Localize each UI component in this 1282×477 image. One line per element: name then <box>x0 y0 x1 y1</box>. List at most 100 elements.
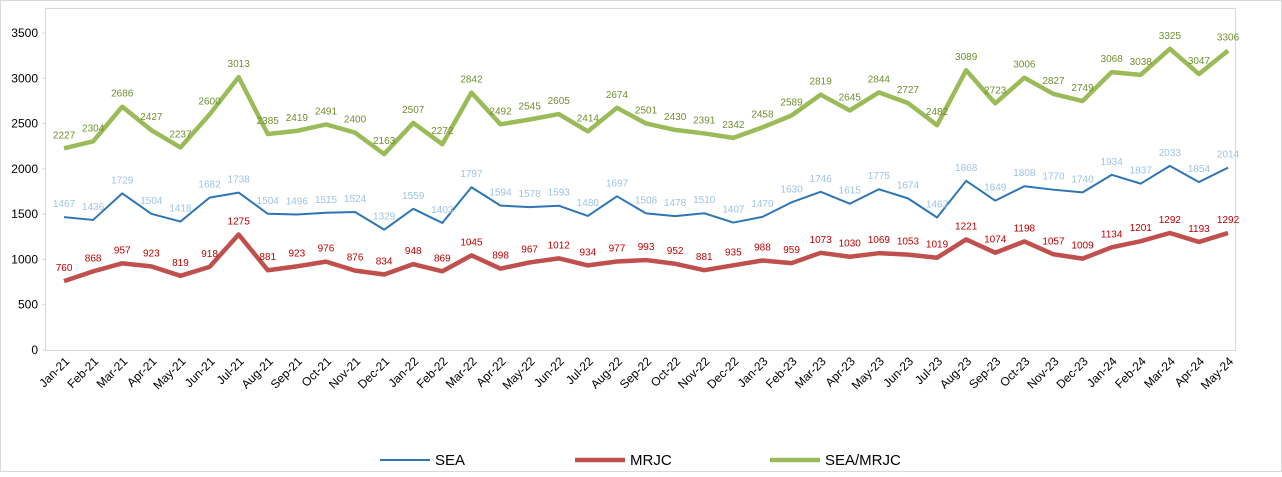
data-label: 1019 <box>926 240 949 251</box>
data-label: 2419 <box>286 113 309 124</box>
data-label: 1418 <box>169 204 192 215</box>
y-tick-label: 3000 <box>11 71 38 85</box>
data-label: 869 <box>434 253 451 264</box>
data-label: 1057 <box>1042 236 1065 247</box>
data-label: 1837 <box>1130 166 1153 177</box>
data-label: 1463 <box>926 199 949 210</box>
data-label: 1797 <box>460 169 483 180</box>
data-label: 952 <box>667 246 684 257</box>
data-label: 1729 <box>111 175 134 186</box>
data-label: 959 <box>783 245 800 256</box>
data-label: 2827 <box>1042 76 1065 87</box>
data-label: 1682 <box>198 180 221 191</box>
data-label: 2492 <box>489 106 512 117</box>
data-label: 1275 <box>228 217 251 228</box>
legend-label: SEA <box>435 452 465 469</box>
data-label: 1134 <box>1101 229 1123 240</box>
data-label: 1630 <box>780 184 803 195</box>
data-label: 3038 <box>1130 57 1153 68</box>
data-label: 2391 <box>693 115 716 126</box>
data-label: 2507 <box>402 105 425 116</box>
series-line <box>63 230 1229 284</box>
y-tick-label: 0 <box>31 343 38 357</box>
data-label: 3013 <box>228 59 251 70</box>
y-tick-label: 3500 <box>11 26 38 40</box>
data-label: 1053 <box>897 237 920 248</box>
data-label: 1030 <box>839 239 862 250</box>
data-label: 760 <box>56 263 73 274</box>
data-label: 1012 <box>548 240 571 251</box>
data-label: 1740 <box>1071 174 1094 185</box>
data-label: 1292 <box>1159 215 1182 226</box>
data-label: 1470 <box>751 199 774 210</box>
data-label: 2304 <box>82 123 105 134</box>
data-label: 1510 <box>693 195 716 206</box>
data-label: 3325 <box>1159 31 1182 42</box>
data-label: 988 <box>754 243 771 254</box>
data-label: 976 <box>318 244 335 255</box>
data-label: 2272 <box>431 126 454 137</box>
data-label: 2163 <box>373 136 396 147</box>
data-label: 3047 <box>1188 56 1211 67</box>
data-label: 1674 <box>897 180 920 191</box>
data-label: 2033 <box>1159 148 1182 159</box>
data-label: 868 <box>85 253 102 264</box>
data-label: 3068 <box>1101 54 1124 65</box>
data-label: 2545 <box>519 101 542 112</box>
data-label: 1594 <box>489 188 512 199</box>
data-label: 1934 <box>1101 157 1124 168</box>
data-label: 935 <box>725 247 742 258</box>
data-label: 1770 <box>1042 172 1065 183</box>
data-label: 957 <box>114 245 131 256</box>
data-label: 1198 <box>1014 223 1036 234</box>
data-label: 2430 <box>664 112 687 123</box>
data-label: 1436 <box>82 202 105 213</box>
data-label: 2819 <box>810 77 833 88</box>
data-label: 2427 <box>140 112 163 123</box>
y-tick-label: 1000 <box>11 252 38 266</box>
y-tick-label: 500 <box>18 298 38 312</box>
series-line <box>63 46 1230 157</box>
data-label: 1009 <box>1071 241 1094 252</box>
data-label: 1559 <box>402 191 425 202</box>
data-label: 1578 <box>519 189 542 200</box>
data-label: 1868 <box>955 163 978 174</box>
series-line <box>63 164 1229 231</box>
data-label: 2674 <box>606 90 629 101</box>
data-label: 918 <box>201 249 218 260</box>
data-label: 1508 <box>635 195 658 206</box>
data-label: 881 <box>259 252 276 263</box>
data-label: 977 <box>609 244 626 255</box>
data-label: 1193 <box>1188 224 1210 235</box>
data-label: 1403 <box>431 205 454 216</box>
data-label: 2723 <box>984 85 1007 96</box>
y-tick-label: 2000 <box>11 162 38 176</box>
data-label: 2414 <box>577 113 600 124</box>
data-label: 1746 <box>810 174 833 185</box>
data-label: 1329 <box>373 212 396 223</box>
data-label: 1504 <box>257 196 280 207</box>
data-label: 834 <box>376 256 393 267</box>
data-label: 1480 <box>577 198 600 209</box>
legend-label: SEA/MRJC <box>825 452 901 469</box>
data-label: 2645 <box>839 92 862 103</box>
data-label: 1407 <box>722 205 745 216</box>
data-label: 934 <box>580 247 597 258</box>
data-label: 1069 <box>868 235 891 246</box>
data-label: 2237 <box>169 129 192 140</box>
data-label: 1221 <box>955 221 978 232</box>
data-label: 2458 <box>751 109 774 120</box>
data-label: 2605 <box>548 96 571 107</box>
data-label: 1738 <box>228 175 251 186</box>
data-label: 923 <box>289 248 306 259</box>
data-label: 876 <box>347 253 364 264</box>
data-label: 948 <box>405 246 422 257</box>
data-label: 923 <box>143 248 160 259</box>
data-label: 1593 <box>548 188 571 199</box>
data-label: 2385 <box>257 116 280 127</box>
data-label: 1292 <box>1217 215 1240 226</box>
data-label: 881 <box>696 252 713 263</box>
data-label: 2491 <box>315 106 338 117</box>
